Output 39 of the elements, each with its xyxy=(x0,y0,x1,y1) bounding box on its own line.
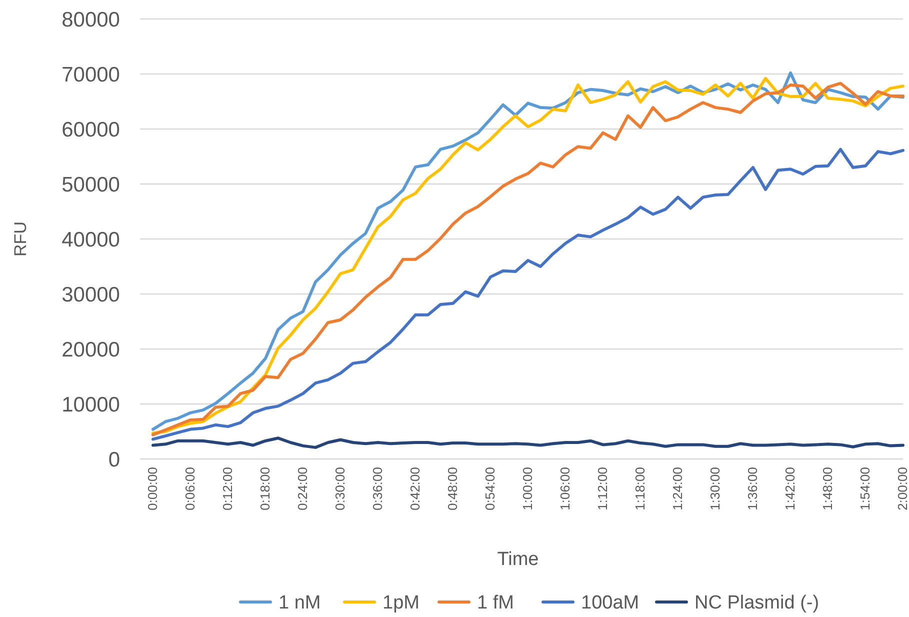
legend-label: 1 nM xyxy=(278,592,321,614)
x-tick-label: 1:36:00 xyxy=(745,467,760,510)
legend-label: NC Plasmid (-) xyxy=(694,592,820,614)
legend-label: 100aM xyxy=(581,592,640,614)
y-tick-label: 40000 xyxy=(62,228,120,252)
x-tick-label: 0:48:00 xyxy=(445,467,460,510)
x-tick-label: 2:00:00 xyxy=(895,467,909,510)
legend-label: 1pM xyxy=(382,592,420,614)
y-tick-label: 0 xyxy=(108,448,120,472)
x-tick-label: 1:18:00 xyxy=(632,467,648,510)
y-tick-label: 50000 xyxy=(62,173,120,196)
y-axis-title: RFU xyxy=(11,222,30,256)
legend-label: 1 fM xyxy=(477,592,514,614)
y-tick-label: 20000 xyxy=(62,338,120,362)
x-tick-label: 0:00:00 xyxy=(145,467,160,510)
y-tick-label: 70000 xyxy=(62,63,120,86)
x-tick-label: 0:42:00 xyxy=(408,467,422,510)
x-tick-label: 0:24:00 xyxy=(295,467,310,510)
x-axis-title: Time xyxy=(497,549,539,570)
x-tick-label: 0:12:00 xyxy=(220,467,235,510)
x-tick-label: 1:30:00 xyxy=(708,467,722,510)
x-tick-label: 0:06:00 xyxy=(182,467,198,510)
line-series xyxy=(152,148,904,441)
x-tick-label: 1:00:00 xyxy=(520,467,535,510)
line-series xyxy=(152,436,904,449)
x-tick-label: 0:30:00 xyxy=(332,467,348,510)
x-tick-label: 1:48:00 xyxy=(820,467,835,510)
x-tick-label: 0:36:00 xyxy=(370,467,385,510)
x-tick-label: 1:24:00 xyxy=(670,467,685,510)
y-tick-label: 10000 xyxy=(62,393,120,416)
x-tick-label: 1:06:00 xyxy=(558,467,572,510)
y-tick-label: 80000 xyxy=(62,8,120,32)
y-tick-label: 30000 xyxy=(62,283,120,306)
x-tick-label: 0:18:00 xyxy=(258,467,272,510)
x-tick-label: 1:54:00 xyxy=(858,467,872,510)
x-tick-label: 1:42:00 xyxy=(782,467,798,510)
x-tick-label: 1:12:00 xyxy=(595,467,610,510)
x-tick-label: 0:54:00 xyxy=(482,467,498,510)
y-tick-label: 60000 xyxy=(62,118,120,142)
